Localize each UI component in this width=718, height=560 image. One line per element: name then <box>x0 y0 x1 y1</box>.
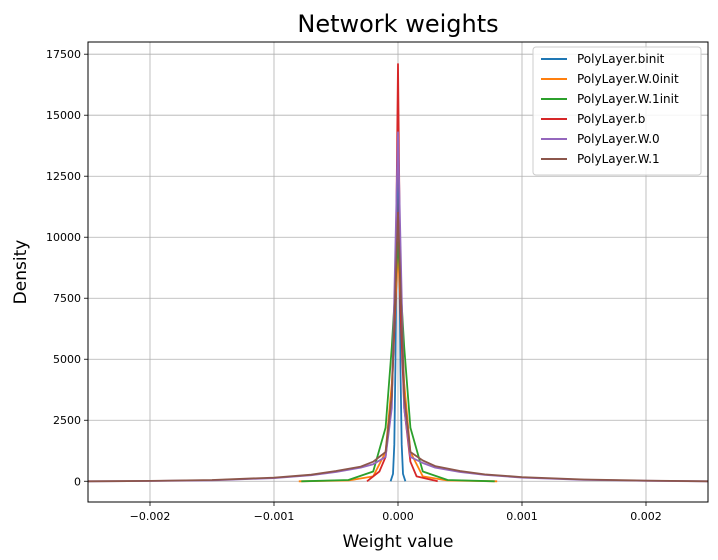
x-tick-label: −0.001 <box>254 510 295 523</box>
y-tick-label: 5000 <box>53 353 81 366</box>
y-tick-label: 15000 <box>46 109 81 122</box>
x-tick-label: 0.000 <box>382 510 414 523</box>
series-line-2 <box>301 241 495 483</box>
y-tick-label: 17500 <box>46 48 81 61</box>
legend-label-2: PolyLayer.W.1init <box>577 92 679 106</box>
plot-lines <box>87 63 709 483</box>
legend-label-5: PolyLayer.W.1 <box>577 152 660 166</box>
y-tick-label: 0 <box>74 475 81 488</box>
y-tick-label: 2500 <box>53 414 81 427</box>
y-axis-ticks: 0 2500 5000 7500 10000 12500 15000 17500 <box>46 48 88 488</box>
legend-label-0: PolyLayer.binit <box>577 52 665 66</box>
x-axis-ticks: −0.002 −0.001 0.000 0.001 0.002 <box>130 502 662 523</box>
y-tick-label: 7500 <box>53 292 81 305</box>
chart-title: Network weights <box>297 10 498 38</box>
y-tick-label: 12500 <box>46 170 81 183</box>
x-tick-label: 0.001 <box>506 510 538 523</box>
legend: PolyLayer.binit PolyLayer.W.0init PolyLaye… <box>532 46 702 176</box>
x-axis-label: Weight value <box>342 532 453 552</box>
series-line-3 <box>366 63 438 483</box>
legend-box <box>532 46 702 176</box>
legend-label-1: PolyLayer.W.0init <box>577 72 679 86</box>
x-tick-label: 0.002 <box>630 510 662 523</box>
x-tick-label: −0.002 <box>130 510 171 523</box>
legend-label-4: PolyLayer.W.0 <box>577 132 660 146</box>
y-tick-label: 10000 <box>46 231 81 244</box>
legend-label-3: PolyLayer.b <box>577 112 645 126</box>
series-line-5 <box>87 211 709 483</box>
y-axis-label: Density <box>11 240 31 305</box>
